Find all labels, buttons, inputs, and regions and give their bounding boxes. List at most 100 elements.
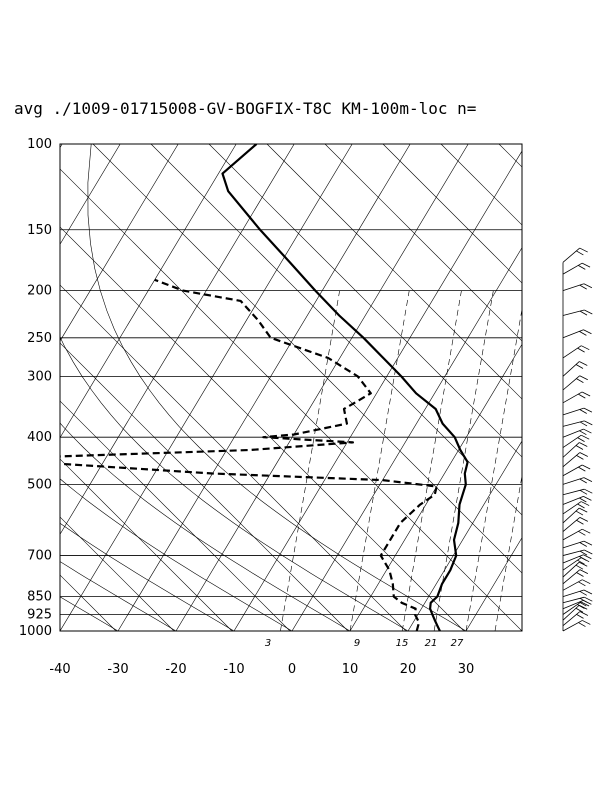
wind-barb-flag	[583, 496, 591, 500]
wind-barb	[563, 408, 584, 415]
moist-adiabat-line	[0, 144, 118, 631]
wind-barb-flag	[576, 379, 583, 383]
isotherm-line	[524, 144, 612, 631]
wind-barb	[563, 529, 582, 540]
wind-barb	[563, 489, 584, 495]
wind-barb	[563, 435, 581, 447]
wind-barb-flag	[584, 550, 592, 554]
isotherm-line	[234, 144, 526, 631]
wind-barb-flag	[576, 511, 583, 515]
isotherm-line	[176, 144, 468, 631]
pressure-tick-label: 500	[27, 477, 52, 492]
wind-barb-flag	[584, 284, 592, 288]
temperature-tick-label: -10	[223, 662, 244, 677]
mixing-ratio-label: 21	[425, 638, 438, 649]
isotherm-line	[350, 144, 612, 631]
temperature-tick-label: 20	[400, 662, 417, 677]
pressure-tick-label: 925	[27, 608, 52, 623]
mixing-ratio-line	[524, 291, 583, 631]
temperature-tick-label: 10	[342, 662, 359, 677]
temperature-tick-label: -40	[49, 662, 70, 677]
mixing-ratio-label: 15	[396, 638, 409, 649]
temperature-profile-line	[223, 144, 468, 631]
wind-barb	[563, 517, 580, 531]
pressure-tick-label: 150	[27, 223, 52, 238]
wind-barb-flag	[582, 620, 590, 624]
wind-barb-flag	[582, 392, 590, 396]
dry-adiabat-line	[557, 144, 612, 631]
wind-barb-flag	[580, 422, 587, 426]
moist-adiabat-line	[30, 144, 408, 631]
wind-barb-flag	[583, 429, 591, 433]
wind-barb	[563, 478, 584, 485]
wind-barb	[563, 392, 582, 403]
wind-barb-flag	[580, 543, 587, 547]
wind-barb-flag	[584, 590, 592, 594]
wind-barb-flag	[576, 565, 583, 569]
wind-barb-flag	[578, 623, 585, 627]
wind-barb-flag	[579, 443, 587, 447]
dry-adiabat-line	[499, 144, 612, 631]
wind-barb-flag	[580, 409, 587, 413]
wind-barb-flag	[580, 453, 588, 457]
wind-barb	[563, 248, 580, 262]
wind-barb-flag	[580, 517, 588, 521]
temperature-axis-labels: -40 -30 -20 -10 0 10 20 30	[49, 662, 474, 677]
pressure-tick-label: 700	[27, 549, 52, 564]
isotherm-line	[60, 144, 352, 631]
wind-barb	[563, 620, 582, 631]
mixing-ratio-line	[434, 291, 493, 631]
wind-barb	[563, 597, 584, 603]
mixing-ratio-line	[495, 291, 554, 631]
wind-barb-flag	[584, 310, 592, 314]
dry-adiabat-line	[0, 144, 348, 631]
pressure-tick-label: 300	[27, 369, 52, 384]
wind-barb-flag	[584, 597, 592, 601]
isotherm-line	[118, 144, 410, 631]
wind-barb-flag	[581, 502, 589, 506]
wind-barb-flag	[580, 591, 587, 595]
wind-barb-flag	[584, 489, 592, 493]
wind-barb-flag	[576, 520, 583, 524]
mixing-ratio-labels: 3 9 15 21 27	[265, 638, 464, 649]
pressure-tick-label: 200	[27, 284, 52, 299]
wind-barb	[563, 362, 579, 377]
wind-barb-flag	[578, 348, 585, 352]
wind-barb-flag	[580, 376, 588, 380]
mixing-ratio-label: 27	[451, 638, 464, 649]
temperature-tick-label: 0	[288, 662, 296, 677]
wind-barb	[563, 570, 580, 584]
wind-barb-flag	[577, 560, 584, 564]
wind-barb-flag	[579, 508, 587, 512]
wind-barb	[563, 421, 584, 427]
wind-barb-flag	[584, 421, 592, 425]
dry-adiabat-line	[0, 144, 406, 631]
wind-barb-flag	[581, 435, 589, 439]
wind-barb-flag	[583, 555, 591, 559]
dry-adiabat-line	[0, 144, 116, 631]
wind-barb	[563, 541, 584, 548]
wind-barb	[563, 284, 584, 291]
mixing-ratio-label: 9	[354, 638, 360, 649]
dry-adiabat-line	[35, 144, 522, 631]
wind-barb-flag	[584, 541, 592, 545]
wind-barb-flag	[583, 330, 591, 334]
wind-barb-flag	[584, 478, 592, 482]
dry-adiabat-line	[267, 144, 612, 631]
moist-adiabat-line	[88, 144, 466, 631]
pressure-tick-label: 250	[27, 331, 52, 346]
wind-barb-flag	[578, 265, 585, 269]
wind-barb-flag	[578, 394, 585, 398]
pressure-tick-label: 400	[27, 430, 52, 445]
wind-barb-flag	[576, 455, 583, 459]
dry-adiabat-line	[441, 144, 612, 631]
wind-barb-flag	[580, 490, 587, 494]
wind-barb-flag	[582, 580, 590, 584]
mixing-ratio-line	[466, 291, 525, 631]
isotherm-line	[292, 144, 584, 631]
wind-barb-flag	[580, 612, 588, 616]
pressure-tick-label: 850	[27, 590, 52, 605]
sounding-profiles	[31, 144, 468, 631]
wind-barb-flag	[578, 531, 585, 535]
wind-barb-flag	[582, 529, 590, 533]
